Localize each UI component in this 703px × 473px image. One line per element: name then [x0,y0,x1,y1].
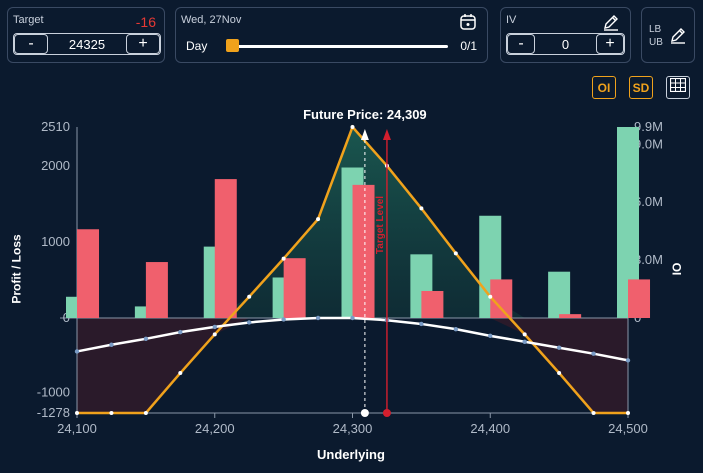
target-level-dot [382,409,391,417]
payoff-point [316,217,321,222]
x-tick-label: 24,400 [470,421,510,436]
target-day-point [74,349,80,354]
put-oi-bar [134,306,157,318]
day-slider-handle[interactable] [226,39,239,52]
payoff-point [453,251,458,256]
target-day-point [419,321,424,327]
day-slider[interactable] [226,39,448,52]
iv-increment-button[interactable]: + [596,34,624,54]
edit-bounds-icon[interactable] [669,26,687,44]
payoff-point [109,411,114,415]
call-oi-bar [77,229,100,318]
x-axis-title: Underlying [317,447,385,462]
target-increment-button[interactable]: + [126,34,160,54]
target-day-point [143,336,149,342]
bounds-panel[interactable]: LB UB [641,7,695,63]
loss-region [77,318,628,413]
payoff-point [212,332,217,337]
target-day-point [522,339,527,344]
future-price-label: Future Price: 24,309 [303,107,427,122]
payoff-point [522,332,527,337]
call-oi-bar [628,279,651,318]
call-oi-bar [214,179,237,318]
target-value[interactable]: 24325 [68,36,106,52]
y-tick-label: -1000 [37,384,70,399]
payoff-point [488,294,493,299]
target-day-point [246,320,252,325]
sd-toggle-button[interactable]: SD [629,76,653,99]
iv-stepper: - 0 + [506,33,625,55]
y-tick-label: 2000 [41,158,70,173]
target-day-point [591,351,596,356]
call-oi-bar [421,290,444,318]
y2-tick-label: 9.9M [634,119,663,134]
put-oi-bar [548,271,571,318]
target-panel: Target -16 - 24325 + [7,7,165,63]
edit-iv-icon[interactable] [602,13,620,31]
y2-axis-title: OI [669,262,684,276]
target-level-label: Target Level [375,196,386,254]
target-change: -16 [135,14,156,30]
target-stepper: - 24325 + [13,33,161,55]
call-oi-bar [490,279,513,318]
payoff-point [591,411,596,415]
payoff-point [557,371,562,376]
y-tick-label: 2510 [41,119,70,134]
table-view-button[interactable] [666,76,690,99]
x-tick-label: 24,100 [57,421,97,436]
target-day-point [350,315,355,321]
y-tick-label: -1278 [37,405,70,420]
ub-label: UB [649,37,663,48]
target-day-point [281,317,286,322]
iv-panel: IV - 0 + [500,7,631,63]
y2-tick-label: 9.0M [634,136,663,151]
iv-value[interactable]: 0 [561,36,570,52]
call-oi-bar [283,258,306,318]
day-counter: 0/1 [460,39,477,53]
target-day-point [212,324,217,330]
iv-decrement-button[interactable]: - [507,34,535,54]
future-price-arrow [360,129,369,140]
call-oi-bar [145,262,168,318]
target-day-point [315,315,321,321]
x-tick-label: 24,300 [333,421,373,436]
y-tick-label: 1000 [41,234,70,249]
payoff-point [75,411,79,415]
payoff-point [143,411,148,415]
target-label: Target [13,14,44,26]
iv-label: IV [506,14,517,26]
payoff-point [247,294,252,299]
target-day-point [453,326,459,332]
target-day-point [556,345,562,350]
call-oi-bar [352,184,375,318]
table-grid-icon [669,77,687,97]
x-tick-label: 24,200 [195,421,235,436]
date-panel: Wed, 27Nov Day 0/1 [175,7,488,63]
lb-label: LB [649,24,662,35]
payoff-point [281,256,286,261]
x-tick-label: 24,500 [608,421,648,436]
date-label: Wed, 27Nov [181,14,242,26]
target-day-point [488,333,493,339]
target-day-point [178,329,183,335]
y2-tick-label: 3.0M [634,252,663,267]
y-axis-title: Profit / Loss [9,234,24,304]
call-oi-bar [559,314,582,318]
target-day-point [625,358,631,363]
calendar-icon[interactable] [459,13,477,31]
target-day-point [109,342,114,347]
payoff-point [178,371,183,376]
payoff-point [350,125,355,129]
future-price-dot [360,409,369,417]
payoff-point [419,206,424,211]
oi-toggle-button[interactable]: OI [592,76,616,99]
payoff-point [626,411,630,415]
day-label: Day [186,39,208,53]
y2-tick-label: 6.0M [634,194,663,209]
put-oi-bar [617,127,639,318]
target-decrement-button[interactable]: - [14,34,48,54]
target-level-arrow [382,129,391,140]
